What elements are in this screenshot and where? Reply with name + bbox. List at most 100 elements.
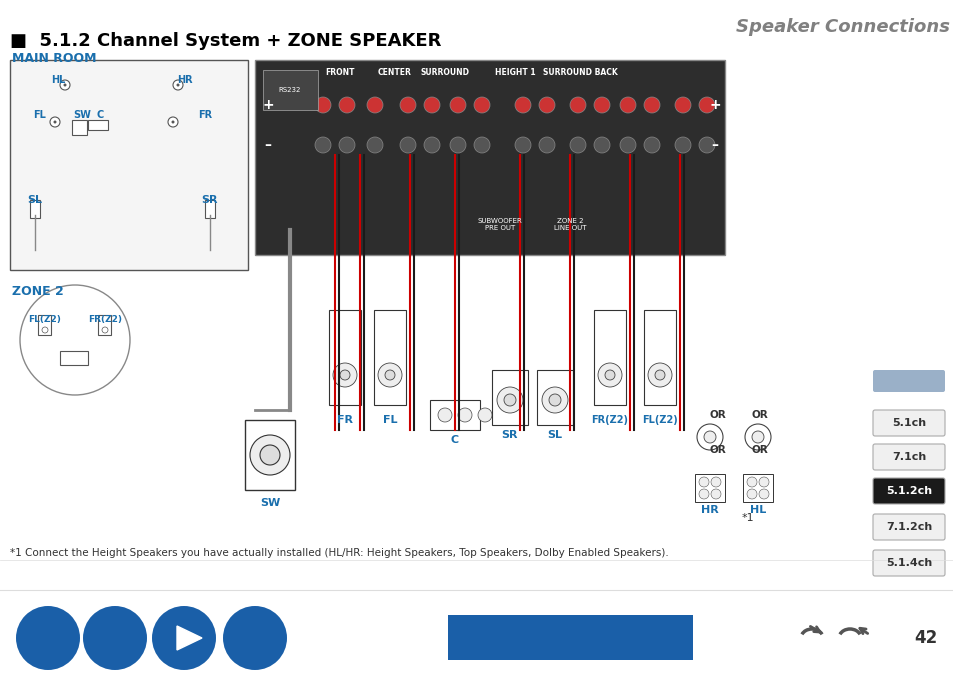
Bar	[263, 70, 317, 110]
Circle shape	[548, 394, 560, 406]
Circle shape	[497, 387, 522, 413]
Bar	[695, 474, 724, 502]
FancyBboxPatch shape	[872, 478, 944, 504]
Circle shape	[423, 137, 439, 153]
Circle shape	[314, 97, 331, 113]
Text: SW: SW	[259, 498, 280, 508]
Text: OR: OR	[709, 410, 725, 420]
Text: OR: OR	[751, 410, 767, 420]
Circle shape	[538, 97, 555, 113]
Text: FR: FR	[336, 415, 353, 425]
Text: *1: *1	[741, 513, 754, 523]
Circle shape	[541, 387, 567, 413]
Circle shape	[437, 408, 452, 422]
Circle shape	[339, 370, 350, 380]
Text: MAIN ROOM: MAIN ROOM	[12, 52, 96, 65]
Bar	[38, 315, 51, 335]
Circle shape	[172, 120, 174, 124]
Circle shape	[474, 97, 490, 113]
Text: 7.1ch: 7.1ch	[891, 452, 925, 462]
Circle shape	[647, 363, 671, 387]
Polygon shape	[177, 626, 202, 650]
Text: C: C	[451, 435, 458, 445]
Text: HR: HR	[700, 505, 719, 515]
Text: SL: SL	[547, 430, 562, 440]
Text: SR: SR	[501, 430, 517, 440]
Bar	[742, 474, 772, 502]
Circle shape	[744, 424, 770, 450]
Text: 7.1.2ch: 7.1.2ch	[885, 522, 931, 532]
Text: HR: HR	[177, 75, 193, 85]
Text: SW: SW	[73, 110, 91, 120]
Circle shape	[710, 477, 720, 487]
Circle shape	[176, 84, 179, 87]
Bar	[88, 120, 108, 130]
Circle shape	[450, 97, 465, 113]
Bar	[30, 200, 40, 218]
Text: ZONE 2
LINE OUT: ZONE 2 LINE OUT	[553, 218, 586, 231]
Circle shape	[64, 84, 67, 87]
Text: +: +	[708, 98, 720, 112]
Circle shape	[16, 606, 80, 670]
Circle shape	[223, 606, 287, 670]
Bar	[374, 310, 406, 405]
Text: SR: SR	[201, 195, 218, 205]
Circle shape	[598, 363, 621, 387]
Bar	[492, 370, 527, 425]
Circle shape	[604, 370, 615, 380]
Text: FR(Z2): FR(Z2)	[88, 316, 122, 324]
Text: OR: OR	[709, 445, 725, 455]
Circle shape	[172, 80, 183, 90]
Circle shape	[250, 435, 290, 475]
Text: HEIGHT 1: HEIGHT 1	[495, 68, 535, 77]
Circle shape	[619, 97, 636, 113]
Circle shape	[699, 97, 714, 113]
Text: FL(Z2): FL(Z2)	[641, 415, 678, 425]
Circle shape	[710, 489, 720, 499]
Bar	[245, 420, 294, 490]
FancyBboxPatch shape	[872, 370, 944, 392]
Text: –: –	[711, 138, 718, 152]
Circle shape	[619, 137, 636, 153]
Text: –: –	[264, 138, 272, 152]
Circle shape	[569, 137, 585, 153]
Bar	[537, 370, 573, 425]
Text: +: +	[262, 98, 274, 112]
Circle shape	[569, 97, 585, 113]
Circle shape	[515, 137, 531, 153]
Circle shape	[314, 137, 331, 153]
Bar	[60, 351, 88, 365]
Text: HL: HL	[749, 505, 765, 515]
Bar	[98, 315, 111, 335]
Text: ■  5.1.2 Channel System + ZONE SPEAKER: ■ 5.1.2 Channel System + ZONE SPEAKER	[10, 32, 441, 50]
Bar	[594, 310, 625, 405]
Circle shape	[20, 285, 130, 395]
Circle shape	[643, 97, 659, 113]
Circle shape	[515, 97, 531, 113]
Text: SURROUND: SURROUND	[420, 68, 469, 77]
Circle shape	[423, 97, 439, 113]
Circle shape	[385, 370, 395, 380]
Bar	[71, 120, 87, 135]
Text: C: C	[96, 110, 104, 120]
Circle shape	[367, 97, 382, 113]
Text: CENTER: CENTER	[377, 68, 412, 77]
FancyBboxPatch shape	[872, 444, 944, 470]
Text: RS232: RS232	[278, 87, 301, 93]
Text: HL: HL	[51, 75, 65, 85]
Circle shape	[60, 80, 70, 90]
Circle shape	[703, 431, 716, 443]
Bar	[448, 615, 533, 660]
Circle shape	[503, 394, 516, 406]
Circle shape	[333, 363, 356, 387]
Text: FR(Z2): FR(Z2)	[591, 415, 628, 425]
Circle shape	[399, 97, 416, 113]
Text: FL: FL	[33, 110, 47, 120]
Circle shape	[83, 606, 147, 670]
Circle shape	[594, 97, 609, 113]
Circle shape	[477, 408, 492, 422]
Circle shape	[377, 363, 401, 387]
Circle shape	[699, 489, 708, 499]
Bar	[254, 60, 724, 255]
Circle shape	[697, 424, 722, 450]
